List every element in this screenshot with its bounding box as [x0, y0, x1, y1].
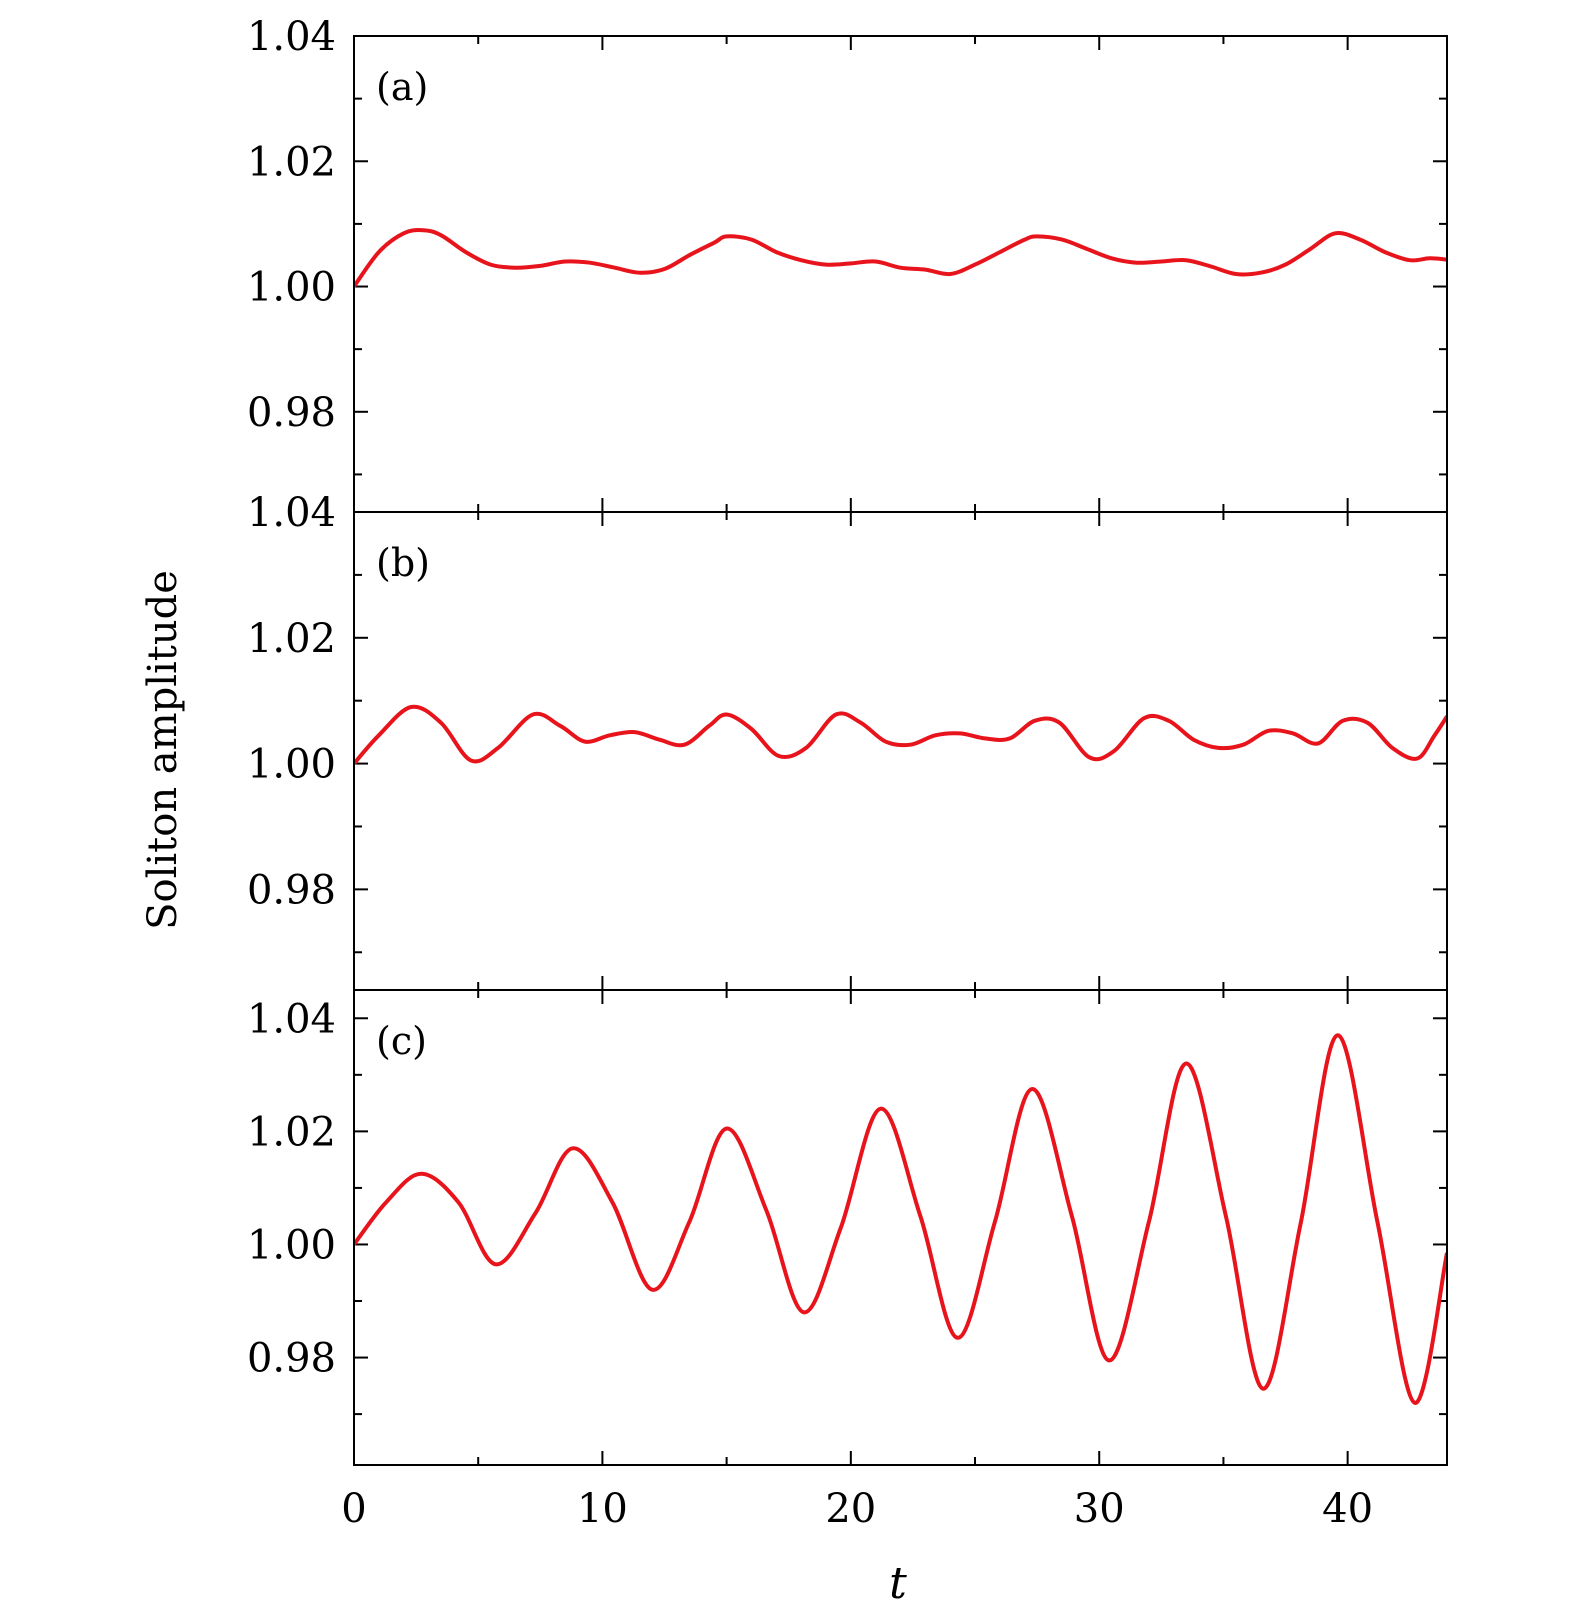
y-axis-title: Soliton amplitude [140, 570, 186, 930]
panel-b-y-tick-label: 1.02 [247, 616, 336, 662]
x-tick-label: 20 [825, 1486, 876, 1532]
plot-panels: 0.981.001.021.04(a)0.981.001.021.04(b)0.… [247, 14, 1448, 1532]
panel-a-y-tick-label: 1.00 [247, 265, 336, 311]
panel-a-y-tick-label: 0.98 [247, 390, 336, 436]
x-tick-label: 40 [1322, 1486, 1373, 1532]
panel-a-label: (a) [376, 65, 428, 109]
panel-a-y-tick-label: 1.04 [247, 14, 336, 60]
panel-b-series-line [354, 704, 1447, 765]
x-axis-tick-labels: 0 10 20 30 40 [341, 1486, 1373, 1532]
panel-b-label: (b) [376, 541, 430, 585]
panel-b-y-tick-label: 1.04 [247, 490, 336, 536]
x-tick-label: 0 [341, 1486, 366, 1532]
x-axis-title: t [889, 1558, 907, 1604]
panel-c-frame [353, 989, 1448, 1466]
panel-b-y-tick-label: 0.98 [247, 867, 336, 913]
panel-b: 0.98 1.00 1.02 1.04 (b) [247, 490, 1448, 991]
panel-a-frame [353, 35, 1448, 513]
panel-c-series-line [354, 1033, 1447, 1405]
panel-a-series-line [354, 227, 1447, 288]
panel-c-y-tick-label: 0.98 [247, 1336, 336, 1382]
panel-a: 0.98 1.00 1.02 1.04 (a) [247, 14, 1448, 513]
panel-c: 0.98 1.00 1.02 1.04 (c) [247, 989, 1448, 1466]
x-tick-label: 30 [1074, 1486, 1125, 1532]
panel-c-label: (c) [376, 1019, 427, 1063]
panel-b-frame [353, 511, 1448, 991]
panel-c-y-tick-label: 1.00 [247, 1222, 336, 1268]
panel-c-y-tick-label: 1.04 [247, 996, 336, 1042]
x-tick-label: 10 [577, 1486, 628, 1532]
panel-c-y-tick-label: 1.02 [247, 1109, 336, 1155]
panel-b-y-tick-label: 1.00 [247, 742, 336, 788]
panel-a-y-tick-label: 1.02 [247, 139, 336, 185]
